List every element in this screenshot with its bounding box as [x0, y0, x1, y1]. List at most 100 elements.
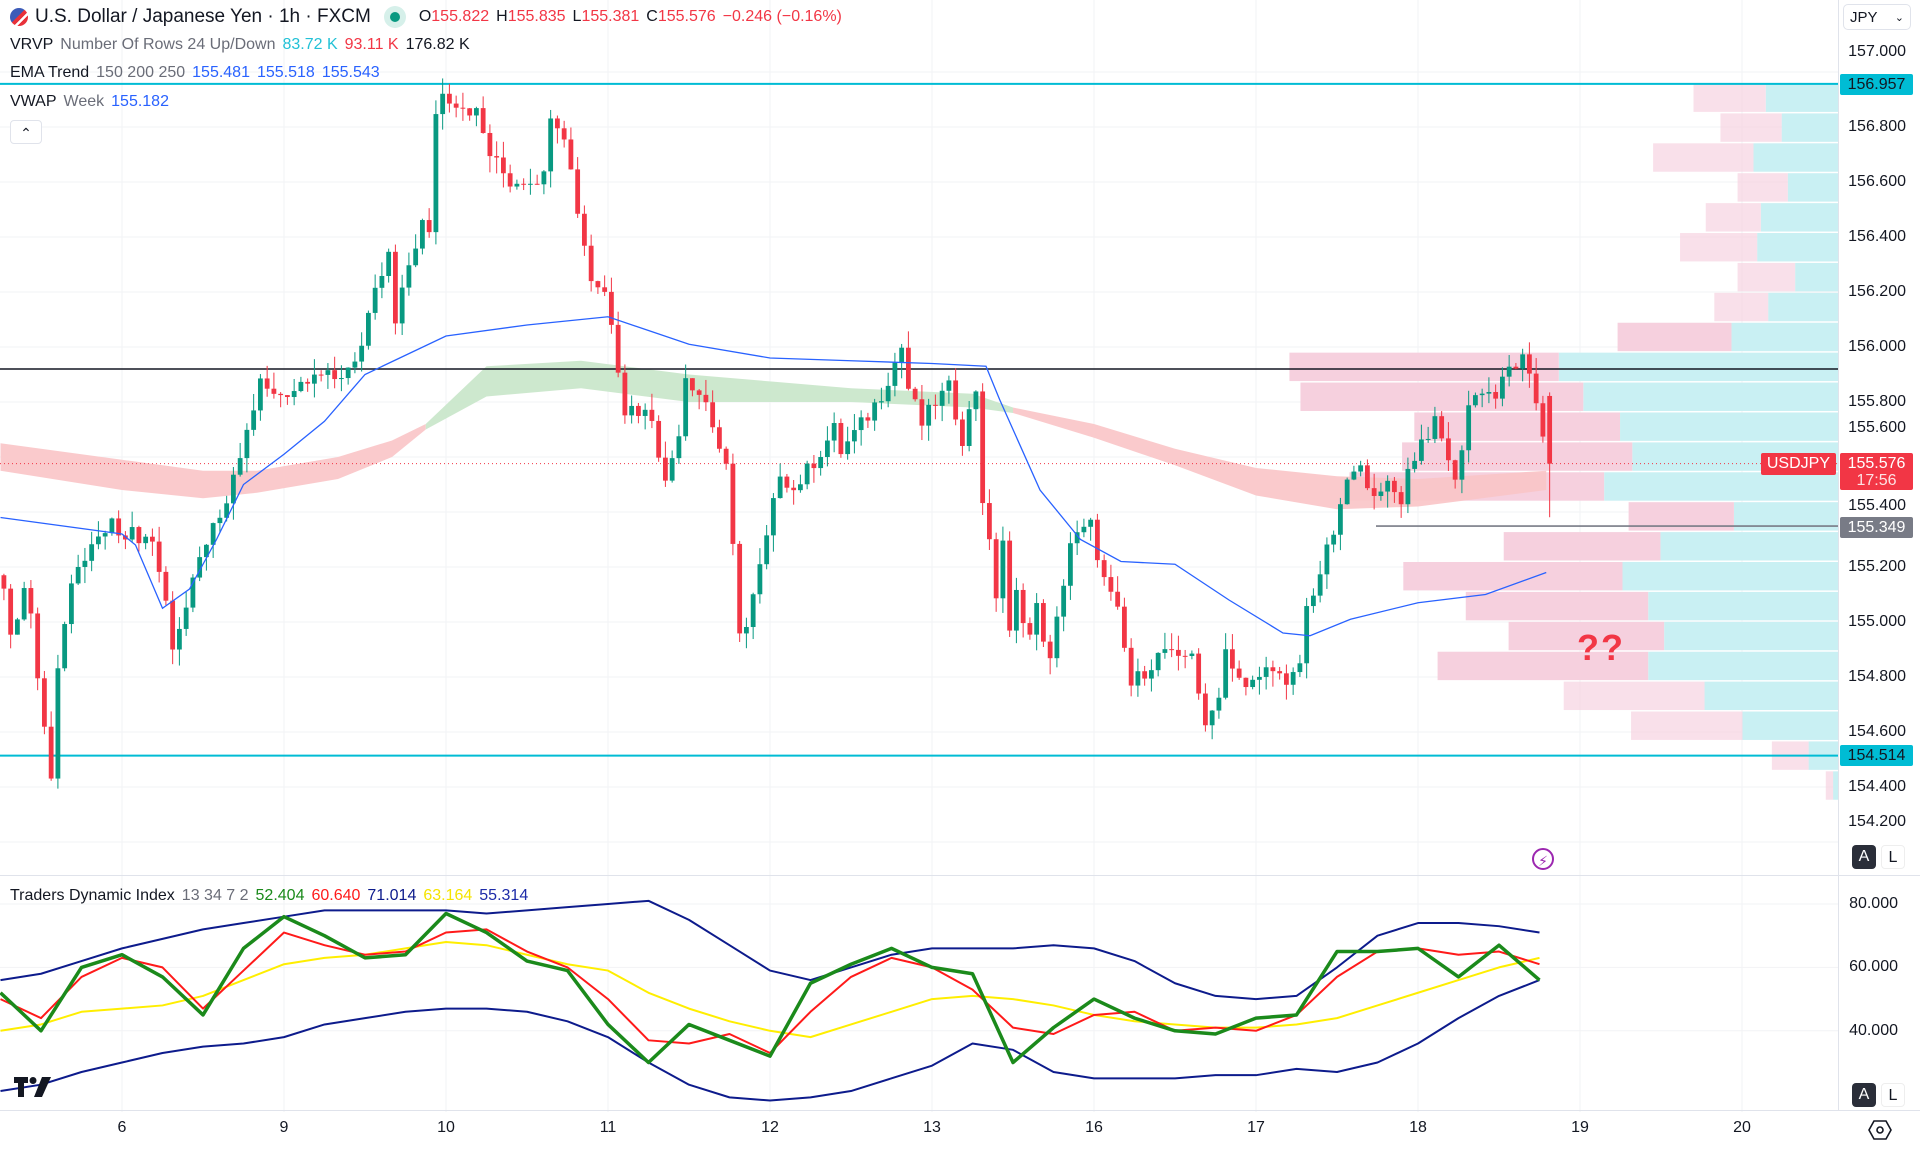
candle-body — [386, 251, 392, 276]
ema-name: EMA Trend — [10, 64, 90, 81]
candle-body — [1324, 544, 1330, 575]
ema-ribbon-segment — [338, 440, 392, 479]
question-annotation[interactable]: ?? — [1577, 627, 1625, 668]
candle-body — [102, 533, 108, 537]
candle-body — [771, 498, 776, 536]
time-tick-label: 20 — [1733, 1119, 1751, 1136]
price-chart[interactable] — [0, 0, 1838, 875]
candle-body — [345, 367, 351, 379]
candle-body — [1162, 649, 1168, 653]
symbol-title[interactable]: U.S. Dollar / Japanese Yen · 1h · FXCM — [35, 6, 371, 27]
candle-body — [426, 220, 432, 233]
candle-body — [1365, 465, 1370, 489]
candle-body — [764, 535, 770, 565]
candle-body — [156, 541, 162, 572]
candle-body — [636, 405, 641, 416]
volume-profile-up-bar — [1760, 203, 1838, 232]
ema-ribbon-segment — [689, 374, 851, 402]
volume-profile-down-bar — [1465, 591, 1649, 621]
candle-body — [737, 543, 743, 634]
volume-profile-down-bar — [1705, 203, 1761, 232]
ema-ribbon-segment — [1013, 407, 1094, 438]
candle-body — [912, 388, 918, 400]
price-tick-label: 156.600 — [1848, 173, 1906, 190]
ohlc-high: H155.835 — [496, 8, 565, 26]
candle-body — [28, 588, 34, 614]
tdi-chart[interactable] — [0, 876, 1838, 1112]
currency-value: JPY — [1850, 9, 1878, 26]
log-scale-button[interactable]: L — [1881, 845, 1905, 869]
candle-body — [1311, 595, 1316, 607]
auto-scale-button[interactable]: A — [1852, 845, 1876, 869]
volume-profile-down-bar — [1508, 621, 1665, 651]
ema-ribbon-segment — [392, 424, 426, 457]
candle-body — [568, 139, 574, 170]
candle-body — [136, 527, 142, 544]
tdi-value-lower: 55.314 — [479, 887, 529, 904]
candle-body — [69, 583, 74, 625]
candle-body — [980, 391, 986, 504]
price-axis-border — [1838, 0, 1839, 1110]
candle-body — [1493, 392, 1499, 399]
candle-body — [1135, 671, 1141, 686]
candle-body — [1149, 670, 1154, 679]
collapse-legend-button[interactable]: ⌃ — [10, 120, 42, 144]
candle-body — [1392, 480, 1397, 493]
price-tick-label: 156.200 — [1848, 283, 1906, 300]
volume-profile-up-bar — [1558, 352, 1838, 382]
price-tick-label: 156.000 — [1848, 338, 1906, 355]
candle-body — [1378, 491, 1384, 496]
tdi-log-scale-button[interactable]: L — [1881, 1083, 1905, 1107]
candle-body — [1533, 373, 1539, 404]
volume-profile-down-bar — [1402, 442, 1633, 471]
candle-body — [1297, 663, 1303, 673]
candle-body — [204, 544, 209, 558]
tradingview-logo — [14, 1077, 51, 1097]
candle-body — [1250, 679, 1256, 688]
candle-body — [818, 457, 824, 469]
flag-icon — [10, 8, 28, 26]
price-tick-label: 157.000 — [1848, 43, 1906, 60]
candle-body — [615, 324, 621, 373]
tdi-auto-scale-button[interactable]: A — [1852, 1083, 1876, 1107]
volume-profile-up-bar — [1753, 143, 1838, 172]
candle-body — [244, 429, 250, 459]
candle-body — [1189, 653, 1195, 657]
tdi-value-signal: 60.640 — [311, 887, 361, 904]
candle-body — [96, 536, 101, 545]
candle-body — [42, 678, 47, 727]
ema-ribbon-segment — [1418, 470, 1547, 507]
candle-body — [1398, 492, 1404, 505]
volume-profile-down-bar — [1714, 292, 1769, 322]
lightning-icon[interactable]: ⚡︎ — [1532, 848, 1554, 870]
tdi-legend[interactable]: Traders Dynamic Index 13 34 7 2 52.404 6… — [10, 887, 528, 905]
volume-profile-up-bar — [1742, 711, 1838, 740]
candle-body — [8, 588, 14, 635]
currency-dropdown[interactable]: JPY ⌄ — [1843, 4, 1911, 30]
candle-body — [298, 381, 304, 392]
candle-body — [1257, 676, 1262, 680]
candle-body — [501, 157, 506, 174]
vrvp-down: 93.11 K — [344, 36, 399, 53]
last-price: 155.576 — [1847, 455, 1906, 472]
vrvp-legend[interactable]: VRVP Number Of Rows 24 Up/Down 83.72 K 9… — [10, 36, 470, 54]
candle-body — [534, 183, 540, 185]
ema-legend[interactable]: EMA Trend 150 200 250 155.481 155.518 15… — [10, 64, 380, 82]
pane-divider[interactable] — [0, 875, 1920, 876]
volume-profile-down-bar — [1653, 143, 1754, 172]
candle-body — [1412, 460, 1418, 469]
settings-icon[interactable] — [1868, 1119, 1892, 1141]
candle-body — [1095, 519, 1100, 561]
candle-body — [116, 518, 122, 536]
vwap-legend[interactable]: VWAP Week 155.182 — [10, 93, 169, 111]
candle-body — [825, 440, 830, 458]
candle-body — [717, 427, 722, 449]
volume-profile-up-bar — [1731, 322, 1838, 352]
ema-ribbon-segment — [257, 457, 338, 493]
volume-profile-up-bar — [1833, 771, 1838, 800]
candle-body — [1216, 697, 1222, 711]
candle-body — [1209, 710, 1215, 726]
candle-body — [1155, 652, 1161, 671]
candle-body — [109, 518, 115, 534]
candle-body — [642, 409, 648, 416]
